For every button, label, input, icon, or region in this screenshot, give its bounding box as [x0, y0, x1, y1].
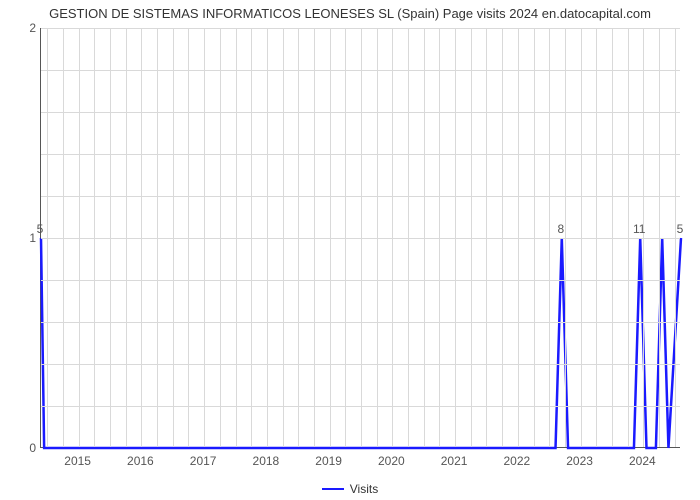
- x-tick-label: 2024: [629, 454, 656, 468]
- gridline-horizontal: [41, 364, 680, 365]
- data-point-label: 8: [557, 222, 564, 236]
- gridline-horizontal: [41, 280, 680, 281]
- x-tick-label: 2015: [64, 454, 91, 468]
- y-tick-label: 0: [20, 441, 36, 455]
- gridline-horizontal: [41, 196, 680, 197]
- x-tick-label: 2020: [378, 454, 405, 468]
- gridline-horizontal: [41, 28, 680, 29]
- plot-area: [40, 28, 680, 448]
- x-tick-label: 2017: [190, 454, 217, 468]
- data-point-label: 11: [633, 222, 645, 236]
- gridline-horizontal: [41, 112, 680, 113]
- data-point-label: 5: [37, 222, 44, 236]
- y-tick-label: 2: [20, 21, 36, 35]
- gridline-horizontal: [41, 70, 680, 71]
- gridline-horizontal: [41, 406, 680, 407]
- chart-title: GESTION DE SISTEMAS INFORMATICOS LEONESE…: [0, 6, 700, 21]
- x-tick-label: 2018: [253, 454, 280, 468]
- legend-label: Visits: [350, 482, 378, 496]
- gridline-horizontal: [41, 238, 680, 239]
- x-tick-label: 2019: [315, 454, 342, 468]
- x-tick-label: 2023: [566, 454, 593, 468]
- chart-container: GESTION DE SISTEMAS INFORMATICOS LEONESE…: [0, 0, 700, 500]
- data-point-label: 5: [677, 222, 684, 236]
- legend: Visits: [0, 481, 700, 496]
- x-tick-label: 2016: [127, 454, 154, 468]
- y-tick-label: 1: [20, 231, 36, 245]
- gridline-horizontal: [41, 154, 680, 155]
- gridline-horizontal: [41, 322, 680, 323]
- x-tick-label: 2022: [504, 454, 531, 468]
- legend-swatch: [322, 488, 344, 490]
- x-tick-label: 2021: [441, 454, 468, 468]
